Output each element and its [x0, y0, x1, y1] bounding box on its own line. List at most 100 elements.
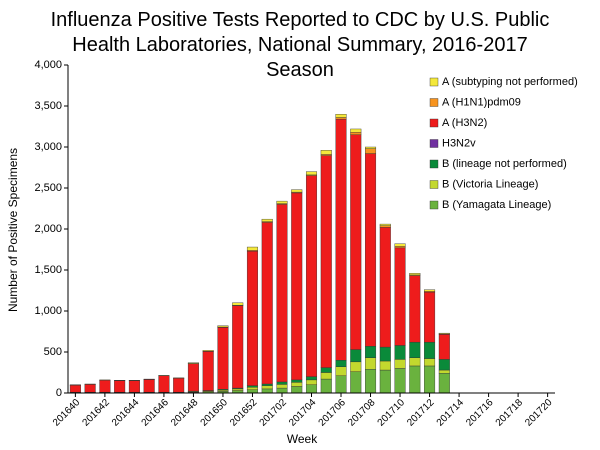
- bar-segment: [365, 346, 377, 358]
- x-tick-label: 201704: [287, 397, 319, 429]
- legend-label: A (H1N1)pdm09: [442, 96, 521, 108]
- bar-segment: [261, 388, 273, 394]
- y-tick-label: 4,000: [34, 59, 62, 71]
- bar-segment: [261, 218, 273, 222]
- bar-segment: [246, 246, 258, 251]
- x-tick-label: 201646: [140, 397, 172, 429]
- bar-segment: [158, 375, 170, 393]
- bar-segment: [246, 385, 258, 388]
- bar-segment: [379, 227, 391, 348]
- bar-segment: [261, 383, 273, 386]
- legend-swatch: [429, 200, 439, 210]
- x-tick-label: 201650: [199, 397, 231, 429]
- legend-swatch: [429, 180, 439, 189]
- bar-segment: [305, 175, 318, 377]
- y-tick-label: 500: [44, 346, 62, 358]
- bar-segment: [335, 117, 347, 120]
- x-tick-label: 201648: [169, 397, 201, 429]
- y-tick-label: 3,000: [34, 141, 62, 153]
- x-tick-label: 201718: [494, 397, 526, 429]
- bar-segment: [305, 379, 318, 386]
- bar-segment: [409, 275, 421, 343]
- bar-segment: [276, 384, 288, 389]
- legend-label: B (Yamagata Lineage): [442, 199, 551, 211]
- bar-segment: [217, 325, 229, 328]
- bar-segment: [202, 350, 214, 352]
- bar-segment: [128, 380, 140, 393]
- bar-segment: [365, 148, 377, 154]
- legend-label: A (H3N2): [442, 117, 487, 129]
- x-tick-label: 201640: [51, 397, 83, 429]
- bar-segment: [143, 379, 155, 393]
- bar-segment: [379, 360, 391, 371]
- bar-segment: [365, 146, 377, 149]
- bar-segment: [394, 345, 406, 360]
- x-tick-label: 201652: [228, 397, 260, 429]
- y-tick-label: 2,500: [34, 182, 62, 194]
- bar-segment: [409, 341, 421, 358]
- bar-segment: [335, 113, 347, 118]
- legend-swatch: [429, 98, 439, 107]
- y-axis-title: Number of Positive Specimens: [6, 148, 20, 312]
- bar-segment: [320, 155, 332, 368]
- bar-segment: [261, 385, 273, 390]
- legend-label: B (lineage not performed): [442, 158, 567, 170]
- bar-segment: [320, 367, 332, 373]
- bar-segment: [305, 384, 318, 394]
- bar-segment: [350, 134, 362, 350]
- legend-swatch: [429, 77, 439, 87]
- bar-segment: [350, 349, 362, 363]
- legend-swatch: [429, 118, 439, 128]
- bar-segment: [394, 368, 406, 394]
- x-tick-label: 201644: [110, 397, 142, 429]
- bar-segment: [69, 385, 81, 393]
- bar-segment: [335, 375, 347, 394]
- y-tick-label: 2,000: [34, 223, 62, 235]
- bar-segment: [320, 372, 332, 380]
- bar-segment: [424, 365, 436, 394]
- bar-segment: [379, 223, 391, 226]
- legend-swatch: [429, 159, 439, 169]
- bar-segment: [394, 359, 406, 369]
- bar-segment: [424, 289, 436, 292]
- bar-segment: [173, 378, 185, 393]
- bar-segment: [246, 387, 258, 390]
- bar-segment: [379, 225, 391, 228]
- y-tick-label: 1,500: [34, 264, 62, 276]
- bar-segment: [291, 382, 303, 387]
- bar-segment: [276, 387, 288, 394]
- bar-segment: [438, 369, 450, 374]
- x-tick-label: 201708: [346, 397, 378, 429]
- bar-segment: [232, 302, 244, 306]
- bar-segment: [379, 346, 391, 362]
- x-tick-label: 201710: [376, 397, 408, 429]
- bar-segment: [409, 365, 421, 394]
- bar-segment: [276, 204, 288, 383]
- bar-segment: [291, 189, 303, 193]
- bar-segment: [291, 192, 303, 381]
- bar-segment: [424, 358, 436, 367]
- y-tick-label: 0: [56, 387, 62, 399]
- legend-swatch: [429, 139, 439, 148]
- y-tick-label: 3,500: [34, 100, 62, 112]
- bar-segment: [276, 200, 288, 204]
- bar-segment: [424, 291, 436, 343]
- bar-segment: [438, 332, 450, 335]
- bar-segment: [394, 246, 406, 249]
- bar-segment: [114, 380, 126, 393]
- legend-label: B (Victoria Lineage): [442, 178, 538, 190]
- y-tick-label: 1,000: [34, 305, 62, 317]
- bar-segment: [335, 360, 347, 367]
- bar-segment: [99, 380, 111, 393]
- x-tick-label: 201642: [81, 397, 113, 429]
- x-tick-label: 201712: [405, 397, 437, 429]
- bar-segment: [232, 388, 244, 391]
- x-tick-label: 201720: [523, 397, 555, 429]
- bar-segment: [305, 376, 318, 381]
- legend-label: A (subtyping not performed): [442, 76, 578, 88]
- bar-segment: [187, 363, 199, 392]
- bar-segment: [187, 362, 199, 364]
- bar-segment: [320, 378, 332, 394]
